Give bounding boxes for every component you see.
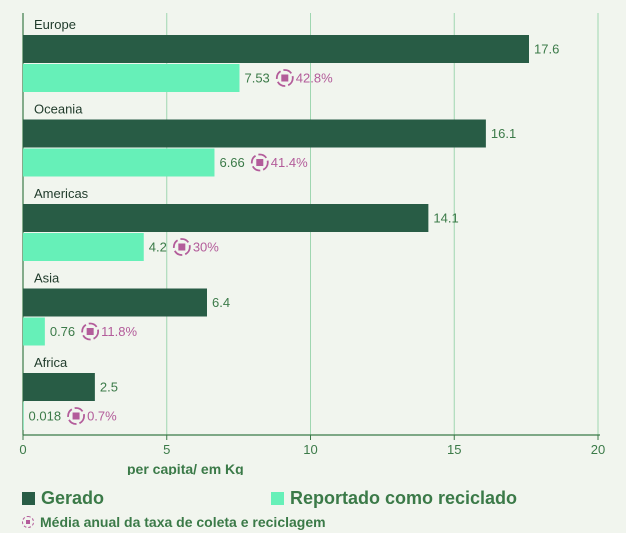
data-label-generated: 16.1 xyxy=(491,126,516,141)
recycle-rate-icon xyxy=(250,153,269,172)
x-tick-label: 20 xyxy=(591,442,605,457)
data-label-recycled: 4.2 xyxy=(149,240,167,255)
bar-recycled xyxy=(23,64,240,92)
data-label-recycled: 0.018 xyxy=(29,409,62,424)
recycle-rate-icon-center xyxy=(281,74,289,82)
recycle-rate-icon xyxy=(172,238,191,256)
bar-recycled xyxy=(23,233,144,261)
bar-chart: 0 5 10 15 20 per capita/ em Kg Europe 17.6 7.53 4… xyxy=(19,13,605,475)
category-label: Asia xyxy=(34,271,60,286)
legend-recycled: Reportado como reciclado xyxy=(271,488,517,509)
bar-generated xyxy=(23,35,529,63)
recycle-rate-label: 41.4% xyxy=(271,155,308,170)
recycle-rate-icon-center xyxy=(86,328,94,335)
bar-recycled xyxy=(23,148,215,177)
bar-recycled xyxy=(23,317,45,346)
legend-rate: Média anual da taxa de coleta e reciclag… xyxy=(22,514,326,530)
data-label-recycled: 6.66 xyxy=(219,155,244,170)
data-label-generated: 17.6 xyxy=(534,42,559,57)
legend-generated: Gerado xyxy=(22,488,104,509)
bar-generated xyxy=(23,204,429,232)
x-tick-label: 10 xyxy=(303,442,317,457)
bar-generated xyxy=(23,288,207,317)
recycle-rate-icon xyxy=(275,69,294,87)
recycle-rate-icon-center xyxy=(72,412,80,420)
x-tick-label: 5 xyxy=(163,442,170,457)
recycle-rate-icon xyxy=(67,407,85,425)
recycle-rate-label: 11.8% xyxy=(101,324,137,339)
legend-generated-label: Gerado xyxy=(41,488,105,508)
recycle-rate-label: 42.8% xyxy=(296,71,333,86)
x-axis-label: per capita/ em Kg xyxy=(127,461,244,475)
recycle-rate-label: 30% xyxy=(193,240,219,255)
bar-recycled xyxy=(23,402,24,430)
category-label: Europe xyxy=(34,17,76,32)
data-label-generated: 2.5 xyxy=(100,380,118,395)
recycle-rate-icon-center xyxy=(256,159,264,166)
category-label: Oceania xyxy=(34,102,83,117)
legend-generated-swatch xyxy=(22,492,35,505)
recycle-rate-label: 0.7% xyxy=(87,409,117,424)
recycle-rate-icon xyxy=(22,516,34,528)
legend-recycled-label: Reportado como reciclado xyxy=(290,488,518,508)
recycle-rate-icon-center xyxy=(178,243,186,251)
data-label-generated: 14.1 xyxy=(433,211,458,226)
legend-rate-label: Média anual da taxa de coleta e reciclag… xyxy=(40,514,326,530)
bar-generated xyxy=(23,373,95,401)
category-label: Americas xyxy=(34,186,89,201)
x-tick-label: 0 xyxy=(19,442,26,457)
recycle-rate-icon xyxy=(81,322,100,341)
x-tick-label: 15 xyxy=(447,442,461,457)
data-label-recycled: 0.76 xyxy=(50,324,75,339)
category-label: Africa xyxy=(34,355,68,370)
legend-recycled-swatch xyxy=(271,492,284,505)
bar-generated xyxy=(23,119,486,148)
data-label-generated: 6.4 xyxy=(212,295,230,310)
data-label-recycled: 7.53 xyxy=(244,71,269,86)
